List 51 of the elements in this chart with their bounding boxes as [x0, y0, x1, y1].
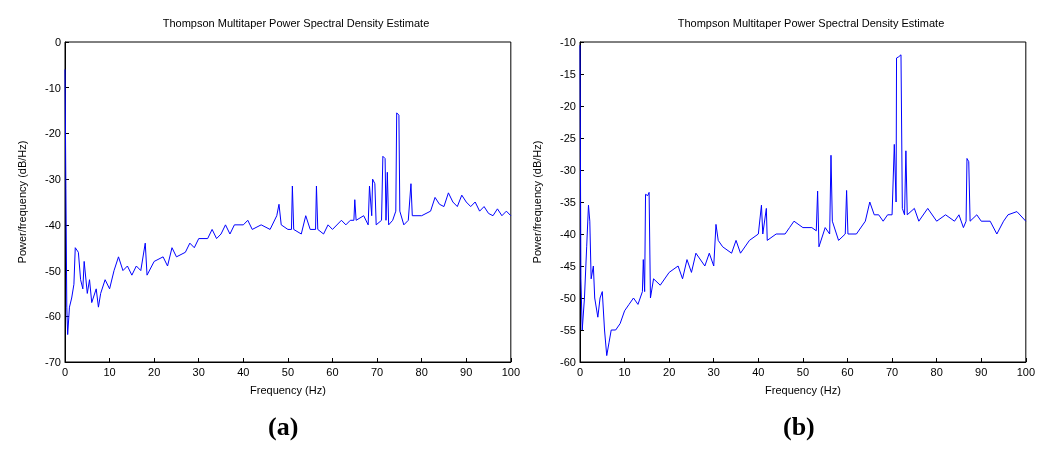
x-tick-label: 60 — [841, 365, 854, 378]
y-tick-label: -10 — [560, 36, 576, 48]
x-tick-label: 70 — [885, 365, 899, 378]
y-tick-label: -70 — [45, 356, 61, 368]
x-tick-label: 30 — [707, 365, 720, 378]
x-tick-label: 80 — [930, 365, 943, 378]
x-tick-label: 40 — [237, 365, 250, 378]
x-tick-label: 30 — [192, 365, 205, 378]
x-axis-title: Frequency (Hz) — [765, 383, 841, 396]
line-series — [64, 68, 512, 336]
x-tick-label: 10 — [103, 365, 116, 378]
x-tick-label: 100 — [1016, 365, 1035, 378]
x-tick-label: 80 — [415, 365, 428, 378]
chart-title: Thompson Multitaper Power Spectral Density Estimate — [677, 16, 945, 29]
x-tick-label: 10 — [618, 365, 631, 378]
x-tick-label: 0 — [61, 365, 69, 378]
y-tick-label: -20 — [560, 100, 576, 112]
x-tick-label: 50 — [796, 365, 810, 378]
x-tick-label: 0 — [576, 365, 584, 378]
y-tick-label: -30 — [560, 164, 576, 176]
y-tick-label: -30 — [45, 173, 61, 186]
y-tick-label: -60 — [560, 356, 576, 368]
y-tick-label: 0 — [54, 36, 61, 48]
y-tick-label: -50 — [45, 264, 61, 277]
text: (b) — [783, 411, 815, 441]
x-tick-label: 60 — [326, 365, 339, 378]
y-tick-label: -60 — [45, 310, 61, 323]
text: (a) — [268, 411, 299, 441]
y-tick-label: -20 — [45, 127, 61, 140]
x-tick-label: 100 — [501, 365, 520, 378]
y-tick-label: -50 — [560, 292, 576, 304]
x-tick-label: 70 — [370, 365, 384, 378]
chart-title: Thompson Multitaper Power Spectral Density Estimate — [162, 16, 430, 29]
x-tick-label: 90 — [460, 365, 473, 378]
y-tick-label: -40 — [45, 218, 61, 231]
y-tick-label: -10 — [45, 81, 61, 94]
x-tick-label: 40 — [752, 365, 765, 378]
y-tick-label: -35 — [560, 196, 576, 208]
x-axis-title: Frequency (Hz) — [250, 383, 326, 396]
y-axis-title: Power/frequency (dB/Hz) — [15, 140, 28, 264]
y-tick-label: -55 — [560, 324, 576, 336]
y-tick-label: -25 — [560, 132, 576, 144]
y-tick-label: -15 — [560, 68, 576, 80]
x-tick-label: 20 — [663, 365, 676, 378]
x-tick-label: 20 — [148, 365, 161, 378]
x-tick-label: 50 — [281, 365, 295, 378]
line-series — [579, 44, 1027, 357]
y-axis-title: Power/frequency (dB/Hz) — [530, 140, 543, 264]
y-tick-label: -40 — [560, 228, 576, 240]
y-tick-label: -45 — [560, 260, 576, 272]
x-tick-label: 90 — [975, 365, 988, 378]
